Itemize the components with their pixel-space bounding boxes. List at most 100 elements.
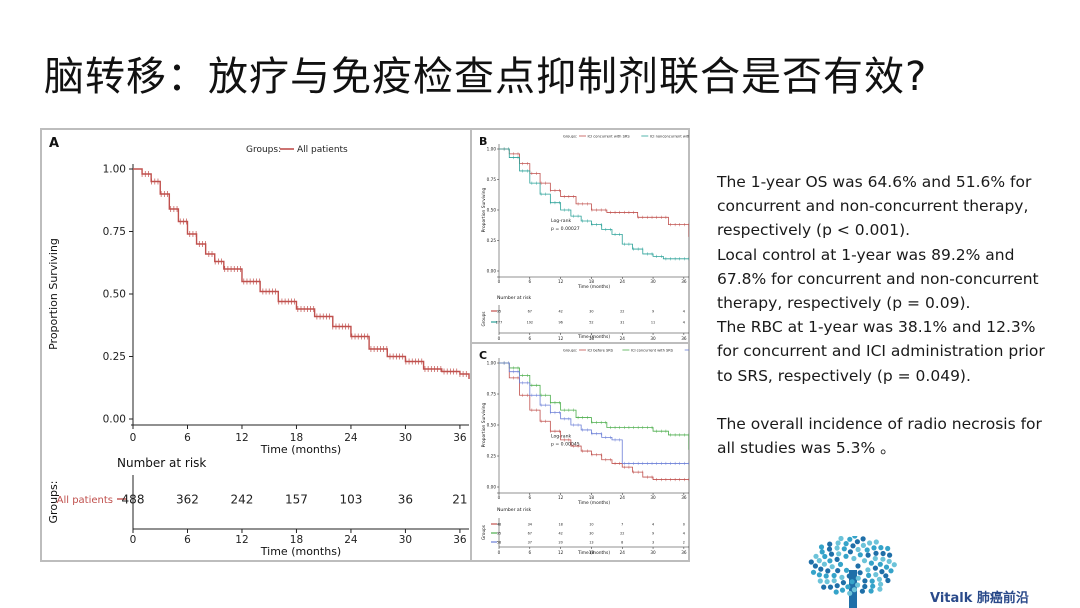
risk-x-tick-label: 0	[498, 336, 501, 341]
tree-leaf-dot	[861, 558, 868, 564]
tree-leaf-dot	[871, 545, 877, 551]
tree-leaf-dot	[867, 540, 873, 546]
risk-x-tick-label: 30	[650, 336, 656, 341]
legend-title: Groups:	[563, 349, 577, 353]
tree-leaf-dot	[839, 574, 845, 580]
tree-leaf-dot	[873, 572, 879, 578]
tree-leaf-dot	[855, 563, 861, 569]
legend-entry: ICI concurrent with SRS	[631, 349, 674, 353]
tree-leaf-dot	[836, 551, 842, 557]
risk-x-tick-label: 6	[528, 336, 531, 341]
risk-x-axis-label: Time (months)	[577, 334, 610, 340]
tree-leaf-dot	[888, 568, 894, 574]
slide-title: 脑转移：放疗与免疫检查点抑制剂联合是否有效?	[44, 54, 928, 100]
logrank-annotation: Log-rank	[551, 433, 571, 439]
survival-curve	[133, 168, 470, 379]
legend-title: Groups:	[563, 135, 577, 139]
tree-leaf-dot	[827, 584, 834, 590]
y-tick-label: 0.50	[487, 423, 497, 428]
risk-x-tick-label: 18	[589, 336, 595, 341]
tree-leaf-dot	[839, 587, 846, 593]
risk-x-tick-label: 12	[558, 336, 564, 341]
y-axis-label: Proportion Surviving	[481, 187, 487, 232]
tree-leaf-dot	[878, 545, 884, 551]
risk-value: 9	[652, 532, 654, 536]
risk-groups-label: Groups	[481, 525, 486, 540]
risk-x-tick-label: 36	[681, 550, 687, 555]
x-tick-label: 18	[589, 495, 595, 500]
tree-leaf-dot	[851, 587, 857, 593]
tree-leaf-dot	[847, 536, 853, 542]
risk-value: 103	[339, 493, 362, 507]
survival-curve	[499, 148, 689, 237]
y-tick-label: 1.00	[487, 361, 497, 366]
tree-leaf-dot	[869, 578, 875, 584]
tree-leaf-dot	[857, 552, 863, 558]
tree-leaf-dot	[866, 572, 872, 578]
risk-value: 30	[589, 532, 593, 536]
tree-leaf-dot	[818, 544, 825, 550]
x-tick-label: 36	[453, 432, 467, 444]
tree-leaf-dot	[885, 577, 891, 584]
panel-border	[41, 129, 471, 561]
tree-leaf-dot	[883, 573, 889, 579]
x-tick-label: 24	[620, 495, 626, 500]
finding-necrosis: The overall incidence of radio necrosis …	[717, 414, 1042, 458]
risk-value: 11	[651, 321, 655, 325]
tree-leaf-dot	[880, 550, 886, 557]
tree-leaf-dot	[868, 560, 874, 566]
risk-table-title: Number at risk	[497, 507, 532, 513]
risk-value: 42	[558, 310, 562, 314]
survival-curve	[499, 362, 689, 480]
x-tick-label: 30	[650, 495, 656, 500]
tree-leaf-dot	[855, 582, 861, 588]
censor-marks	[141, 171, 467, 377]
panel-border	[471, 129, 689, 343]
tree-leaf-dot	[870, 583, 876, 589]
logo-text: Vitalk 肺癌前沿	[930, 591, 1029, 606]
risk-value: 67	[528, 532, 532, 536]
x-tick-label: 30	[399, 432, 412, 444]
risk-x-tick-label: 18	[290, 534, 303, 546]
x-tick-label: 0	[498, 495, 501, 500]
risk-value: 192	[527, 321, 533, 325]
tree-leaf-dot	[864, 547, 870, 553]
tree-leaf-dot	[821, 561, 827, 567]
tree-leaf-dot	[872, 555, 878, 562]
y-tick-label: 0.25	[487, 454, 497, 459]
tree-leaf-dot	[813, 553, 819, 559]
risk-x-tick-label: 30	[650, 550, 656, 555]
risk-x-tick-label: 12	[558, 550, 564, 555]
x-tick-label: 36	[681, 495, 687, 500]
risk-value: 4	[683, 321, 685, 325]
x-tick-label: 18	[589, 279, 595, 284]
x-tick-label: 6	[528, 279, 531, 284]
y-axis-label: Proportion Surviving	[47, 238, 60, 350]
survival-curve	[499, 148, 689, 260]
tree-leaf-dot	[827, 558, 833, 564]
tree-leaf-dot	[843, 553, 849, 559]
tree-leaf-dot	[865, 567, 871, 573]
x-tick-label: 12	[558, 279, 564, 284]
tree-leaf-dot	[812, 563, 818, 569]
risk-value: 42	[558, 532, 562, 536]
legend-entry: ICI nonconcurrent with SRS	[650, 135, 689, 139]
tree-leaf-dot	[834, 556, 840, 562]
tree-leaf-dot	[862, 583, 868, 590]
risk-value: 96	[558, 321, 562, 325]
tree-leaf-dot	[857, 570, 863, 576]
risk-value: 95	[497, 310, 501, 314]
logrank-annotation: p = 0.00027	[551, 226, 580, 232]
tree-leaf-dot	[841, 546, 847, 552]
risk-value: 0	[683, 523, 685, 527]
risk-value: 10	[589, 523, 593, 527]
risk-value: 31	[620, 321, 624, 325]
risk-value: 58	[497, 541, 501, 545]
tree-leaf-dot	[879, 569, 885, 575]
censor-marks	[503, 361, 689, 466]
panel-b: B Groups: ICI concurrent with SRS ICI nonco…	[471, 129, 689, 343]
tree-leaf-dot	[854, 539, 860, 545]
y-tick-label: 0.25	[487, 238, 497, 243]
x-tick-label: 12	[558, 495, 564, 500]
tree-leaf-dot	[868, 588, 874, 594]
